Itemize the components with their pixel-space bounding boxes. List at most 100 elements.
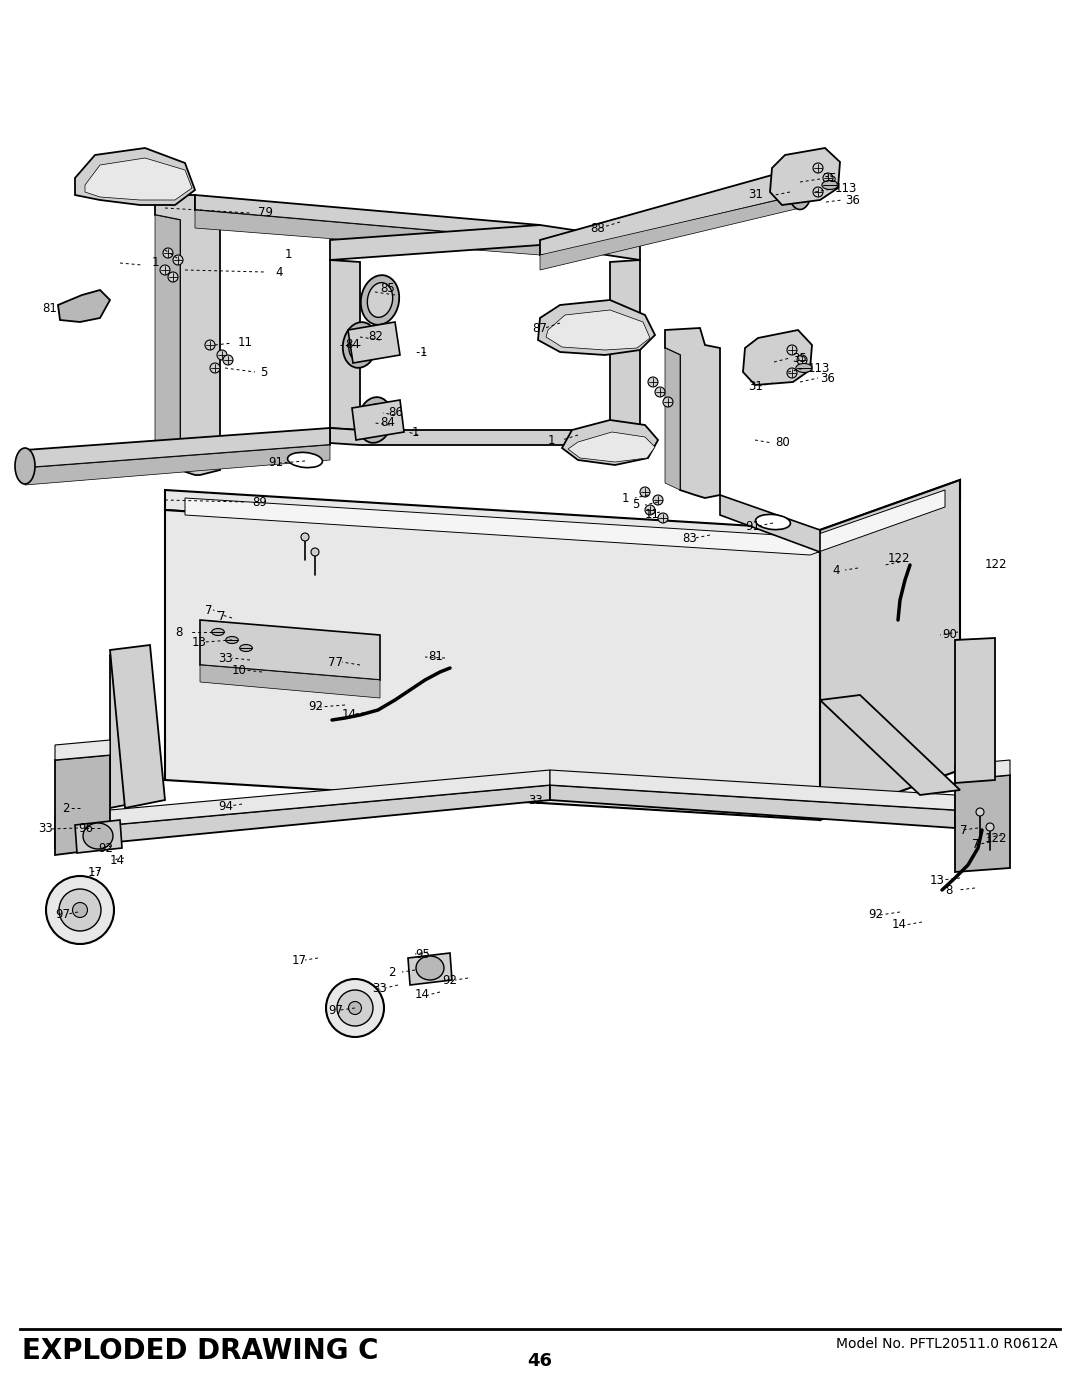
Ellipse shape — [789, 175, 811, 210]
Polygon shape — [200, 665, 380, 698]
Text: 11: 11 — [238, 337, 253, 349]
Ellipse shape — [357, 397, 392, 443]
Ellipse shape — [822, 180, 838, 190]
Ellipse shape — [349, 330, 372, 360]
Ellipse shape — [212, 629, 225, 636]
Ellipse shape — [326, 979, 384, 1037]
Text: 122: 122 — [888, 552, 910, 564]
Text: 2: 2 — [388, 965, 395, 978]
Ellipse shape — [173, 256, 183, 265]
Ellipse shape — [787, 367, 797, 379]
Polygon shape — [156, 196, 220, 475]
Ellipse shape — [46, 876, 114, 944]
Ellipse shape — [364, 404, 387, 436]
Text: 113: 113 — [835, 182, 858, 194]
Polygon shape — [110, 645, 165, 807]
Ellipse shape — [72, 902, 87, 918]
Text: 4: 4 — [832, 563, 839, 577]
Text: 89: 89 — [252, 496, 267, 509]
Ellipse shape — [653, 495, 663, 504]
Text: 8: 8 — [175, 626, 183, 638]
Polygon shape — [185, 490, 945, 555]
Ellipse shape — [797, 355, 807, 365]
Polygon shape — [568, 432, 654, 462]
Text: 122: 122 — [985, 831, 1008, 845]
Text: 33: 33 — [38, 823, 53, 835]
Polygon shape — [55, 754, 110, 855]
Polygon shape — [330, 260, 360, 430]
Text: 77: 77 — [328, 655, 343, 669]
Ellipse shape — [160, 265, 170, 275]
Text: 13: 13 — [192, 636, 207, 648]
Polygon shape — [955, 760, 1010, 780]
Text: 84: 84 — [380, 416, 395, 429]
Ellipse shape — [640, 488, 650, 497]
Polygon shape — [550, 785, 955, 828]
Text: 31: 31 — [748, 189, 762, 201]
Ellipse shape — [217, 351, 227, 360]
Text: 5: 5 — [260, 366, 268, 379]
Text: 7: 7 — [218, 609, 226, 623]
Text: 33: 33 — [528, 793, 543, 806]
Text: 33: 33 — [372, 982, 387, 995]
Polygon shape — [55, 770, 550, 830]
Polygon shape — [75, 148, 195, 205]
Text: 81: 81 — [428, 651, 443, 664]
Ellipse shape — [823, 173, 833, 183]
Polygon shape — [820, 694, 960, 795]
Ellipse shape — [311, 548, 319, 556]
Text: 82: 82 — [368, 331, 383, 344]
Text: 122: 122 — [985, 559, 1008, 571]
Text: 1: 1 — [420, 345, 428, 359]
Text: 33: 33 — [218, 651, 233, 665]
Text: 83: 83 — [681, 531, 697, 545]
Ellipse shape — [416, 956, 444, 981]
Text: 92: 92 — [868, 908, 883, 922]
Polygon shape — [25, 427, 330, 468]
Polygon shape — [110, 650, 150, 807]
Polygon shape — [540, 170, 800, 256]
Text: 95: 95 — [415, 947, 430, 961]
Text: EXPLODED DRAWING C: EXPLODED DRAWING C — [22, 1337, 378, 1365]
Ellipse shape — [15, 448, 35, 483]
Text: 17: 17 — [292, 954, 307, 967]
Ellipse shape — [349, 1002, 362, 1014]
Ellipse shape — [796, 363, 812, 373]
Text: 1: 1 — [152, 257, 160, 270]
Text: 97: 97 — [328, 1003, 343, 1017]
Ellipse shape — [168, 272, 178, 282]
Ellipse shape — [205, 339, 215, 351]
Text: 7: 7 — [960, 823, 968, 837]
Ellipse shape — [654, 387, 665, 397]
Polygon shape — [720, 495, 820, 552]
Text: 1: 1 — [285, 249, 293, 261]
Text: 84: 84 — [345, 338, 360, 352]
Ellipse shape — [663, 397, 673, 407]
Text: 35: 35 — [792, 352, 807, 365]
Text: 88: 88 — [590, 222, 605, 235]
Text: 10: 10 — [232, 664, 247, 676]
Ellipse shape — [986, 823, 994, 831]
Text: 92: 92 — [308, 700, 323, 714]
Text: 8: 8 — [945, 883, 953, 897]
Text: 90: 90 — [942, 629, 957, 641]
Text: 87: 87 — [532, 321, 546, 334]
Text: 11: 11 — [645, 509, 660, 521]
Polygon shape — [352, 400, 404, 440]
Text: 1: 1 — [548, 433, 555, 447]
Ellipse shape — [222, 355, 233, 365]
Polygon shape — [75, 820, 122, 854]
Polygon shape — [165, 510, 820, 820]
Polygon shape — [546, 310, 650, 351]
Polygon shape — [195, 196, 540, 240]
Ellipse shape — [367, 282, 393, 317]
Text: 91: 91 — [268, 455, 283, 468]
Polygon shape — [550, 770, 955, 810]
Text: 14: 14 — [415, 989, 430, 1002]
Text: 7: 7 — [972, 838, 980, 852]
Ellipse shape — [658, 513, 669, 522]
Polygon shape — [85, 158, 192, 200]
Ellipse shape — [342, 323, 377, 367]
Text: 86: 86 — [388, 405, 403, 419]
Ellipse shape — [648, 377, 658, 387]
